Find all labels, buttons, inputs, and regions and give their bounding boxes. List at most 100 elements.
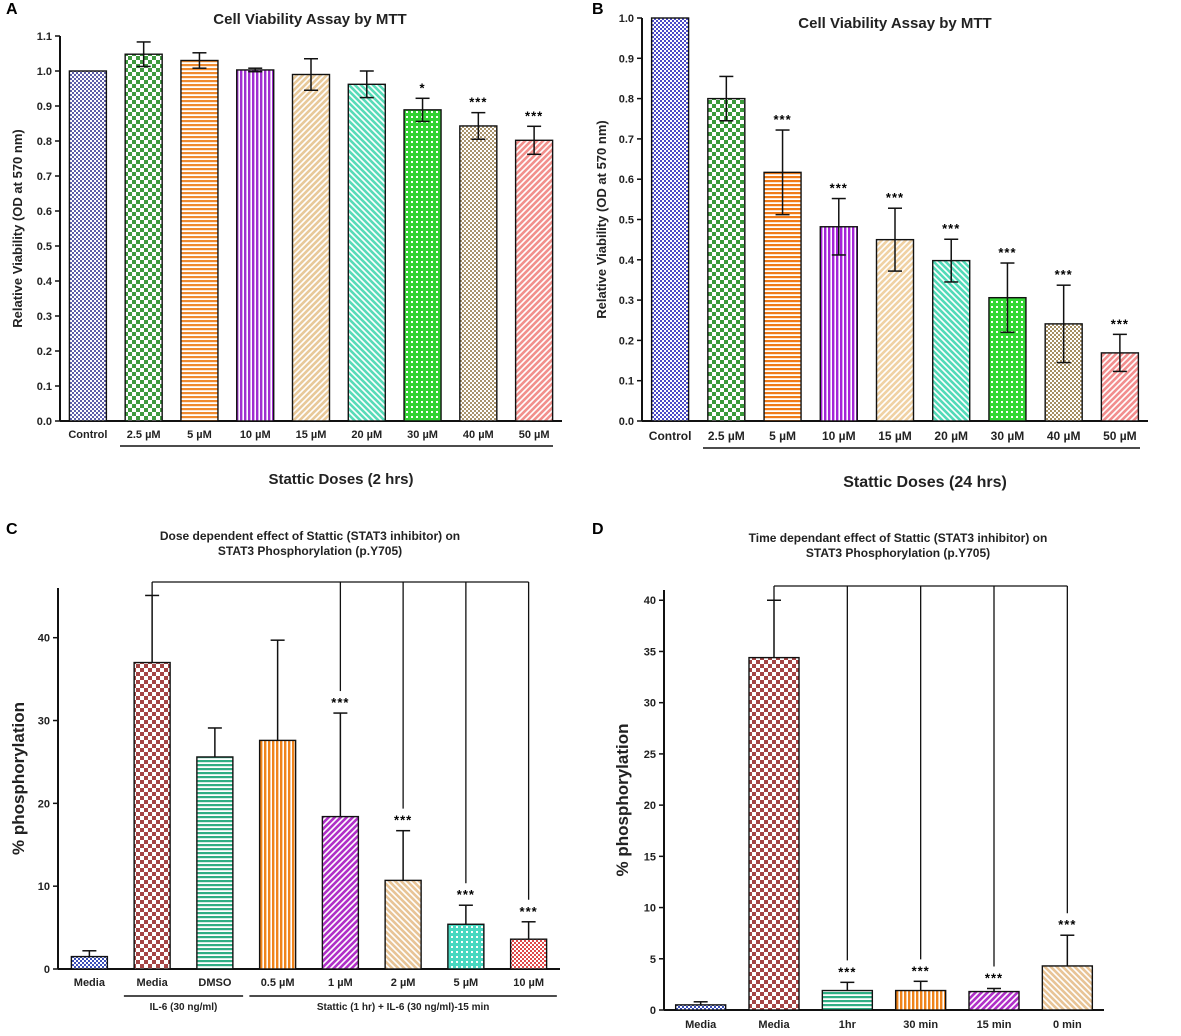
x-tick-label: Control (649, 429, 692, 443)
bar (447, 923, 485, 970)
panel-a: A Cell Viability Assay by MTT 0.0 0.1 0.2 0.3… (6, 1, 562, 488)
x-tick-label: 2 µM (391, 977, 416, 989)
chart-title-line: STAT3 Phosphorylation (p.Y705) (218, 544, 402, 558)
bar (514, 139, 554, 422)
bar (932, 259, 971, 422)
y-tick-label: 15 (644, 851, 656, 863)
panel-d: D Time dependant effect of Stattic (STAT3… (592, 521, 1104, 1031)
significance-marker: *** (773, 112, 791, 127)
panel-letter: A (6, 1, 18, 18)
chart-title: Cell Viability Assay by MTT (213, 11, 406, 28)
chart-title: Dose dependent effect of Stattic (STAT3 … (160, 529, 460, 558)
x-axis-label: Stattic Doses (2 hrs) (268, 471, 413, 488)
x-tick-label: 1 µM (328, 977, 353, 989)
x-tick-label: 40 µM (463, 429, 494, 441)
y-tick-label: 5 (650, 954, 656, 966)
y-tick-label: 0.9 (37, 101, 52, 113)
bar (1041, 965, 1094, 1011)
y-tick-label: 20 (644, 800, 656, 812)
x-tick-label: 2.5 µM (708, 429, 745, 443)
x-tick-label: 10 µM (513, 977, 544, 989)
y-tick-label: 0.2 (37, 346, 52, 358)
x-tick-label: DMSO (198, 977, 231, 989)
y-tick-label: 30 (644, 698, 656, 710)
y-tick-label: 0.4 (37, 276, 53, 288)
chart-title-line: Cell Viability Assay by MTT (798, 15, 991, 32)
significance-marker: *** (912, 963, 930, 978)
bar (291, 73, 331, 422)
y-tick-label: 35 (644, 646, 656, 658)
panel-letter: C (6, 521, 18, 538)
significance-marker: *** (1058, 917, 1076, 932)
x-tick-label: 5 µM (454, 977, 479, 989)
y-tick-label: 0.8 (37, 136, 52, 148)
panel-b: B Cell Viability Assay by MTT 0.0 0.1 0.2 0.3… (592, 1, 1148, 491)
chart-title: Time dependant effect of Stattic (STAT3 … (749, 531, 1048, 560)
y-tick-label: 1.0 (619, 13, 634, 25)
y-tick-label: 0.5 (37, 241, 52, 253)
panel-letter: B (592, 1, 604, 18)
chart-title-line: STAT3 Phosphorylation (p.Y705) (806, 546, 990, 560)
bar (509, 938, 548, 970)
bar (968, 990, 1020, 1011)
bar (180, 59, 219, 422)
x-tick-label: 15 µM (878, 429, 912, 443)
y-axis-label: % phosphorylation (613, 724, 632, 877)
panel-c: C Dose dependent effect of Stattic (STAT3… (6, 521, 560, 1013)
y-axis-label: % phosphorylation (9, 702, 28, 855)
bar (650, 17, 690, 422)
y-tick-label: 0.1 (619, 376, 634, 388)
chart-title: Cell Viability Assay by MTT (798, 15, 991, 32)
x-tick-label: 20 µM (934, 429, 968, 443)
significance-marker: *** (469, 95, 487, 110)
x-tick-label: 5 µM (769, 429, 796, 443)
panel-letter: D (592, 521, 604, 538)
bar (748, 656, 800, 1011)
y-tick-label: 20 (38, 798, 50, 810)
significance-marker: * (420, 80, 426, 95)
y-tick-label: 0.0 (37, 416, 52, 428)
significance-marker: *** (525, 108, 543, 123)
x-tick-label: 2.5 µM (127, 429, 161, 441)
x-tick-label: 10 µM (240, 429, 271, 441)
y-tick-label: 40 (38, 633, 50, 645)
x-tick-label: Media (758, 1019, 790, 1031)
y-tick-label: 10 (38, 881, 50, 893)
y-tick-label: 0.3 (37, 311, 52, 323)
bar (707, 97, 746, 422)
y-tick-label: 1.1 (37, 31, 52, 43)
x-tick-label: 0.5 µM (261, 977, 295, 989)
y-tick-label: 0.1 (37, 381, 52, 393)
y-axis-label: Relative Viability (OD at 570 nm) (594, 120, 609, 318)
x-tick-label: 50 µM (1103, 429, 1137, 443)
bar (258, 739, 297, 970)
y-tick-label: 0.4 (619, 255, 635, 267)
x-tick-label: Media (137, 977, 169, 989)
y-tick-label: 40 (644, 595, 656, 607)
bar (70, 955, 109, 970)
y-tick-label: 0.7 (619, 134, 634, 146)
significance-marker: *** (394, 813, 412, 828)
x-tick-label: 5 µM (187, 429, 212, 441)
x-axis-label: Stattic Doses (24 hrs) (843, 474, 1007, 491)
significance-marker: *** (985, 970, 1003, 985)
y-tick-label: 0.0 (619, 416, 634, 428)
significance-marker: *** (886, 190, 904, 205)
y-tick-label: 0.6 (619, 174, 634, 186)
x-tick-label: 40 µM (1047, 429, 1081, 443)
significance-marker: *** (838, 964, 856, 979)
y-axis-label: Relative Viability (OD at 570 nm) (10, 129, 25, 327)
bar (124, 53, 163, 422)
x-tick-label: 30 µM (991, 429, 1025, 443)
x-tick-label: 15 min (977, 1019, 1012, 1031)
bar (819, 226, 858, 422)
significance-marker: *** (1111, 316, 1129, 331)
bar (321, 815, 360, 970)
x-tick-label: 0 min (1053, 1019, 1082, 1031)
y-tick-label: 30 (38, 716, 50, 728)
bar (347, 83, 386, 422)
y-tick-label: 0.2 (619, 335, 634, 347)
bar (133, 661, 171, 970)
significance-marker: *** (457, 887, 475, 902)
